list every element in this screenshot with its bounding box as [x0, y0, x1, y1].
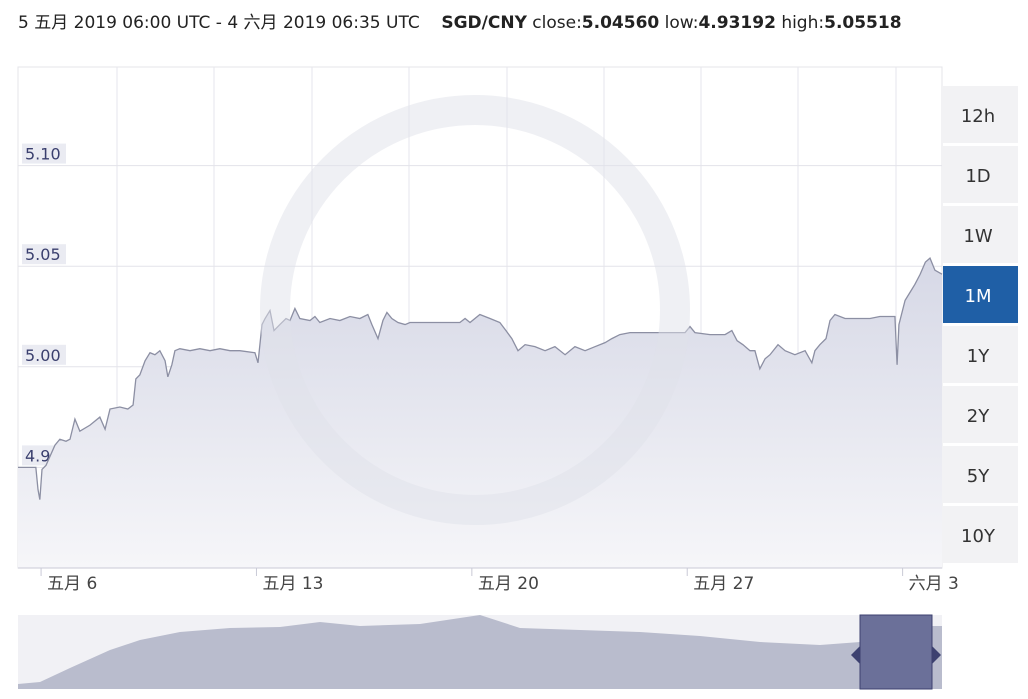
- v-grid: [116, 67, 897, 568]
- x-tick-label: 五月 27: [693, 574, 754, 594]
- range-button[interactable]: [943, 206, 1018, 263]
- x-tick-label: 五月 20: [478, 574, 539, 594]
- high-value: 5.05518: [824, 13, 902, 33]
- x-tick-label: 六月 3: [909, 574, 959, 594]
- range-button-label[interactable]: 1M: [965, 286, 992, 307]
- range-button[interactable]: [943, 386, 1018, 443]
- area: [18, 258, 942, 568]
- range-button[interactable]: [943, 86, 1018, 143]
- range-button[interactable]: [943, 326, 1018, 383]
- x-tick-label: 五月 13: [262, 574, 323, 594]
- low-value: 4.93192: [698, 13, 776, 33]
- range-button-label[interactable]: 1Y: [967, 346, 990, 367]
- close-label: close:: [532, 13, 582, 33]
- range-button[interactable]: [943, 446, 1018, 503]
- watermark: [260, 95, 690, 525]
- pair: SGD/CNY: [441, 13, 527, 33]
- y-label-bg: [22, 244, 66, 265]
- range-button-label[interactable]: 12h: [961, 106, 995, 127]
- low-label: low:: [664, 13, 699, 33]
- range-button-label[interactable]: 1D: [965, 166, 990, 187]
- range-button[interactable]: [943, 146, 1018, 203]
- y-label-bg: [22, 344, 66, 365]
- y-tick-label: 5.00: [25, 346, 61, 365]
- high-label: high:: [781, 13, 825, 33]
- navigator-handle[interactable]: [932, 646, 941, 664]
- navigator-area: [18, 615, 942, 689]
- navigator-handle[interactable]: [851, 646, 860, 664]
- x-tick-label: 五月 6: [47, 574, 97, 594]
- range-button-label[interactable]: 1W: [963, 226, 992, 247]
- range-button[interactable]: [943, 266, 1018, 323]
- range-button-label[interactable]: 10Y: [961, 526, 996, 547]
- y-label-bg: [22, 143, 66, 164]
- date-range: 5 五月 2019 06:00 UTC - 4 六月 2019 06:35 UT…: [18, 13, 420, 33]
- navigator-window[interactable]: [859, 614, 933, 690]
- line: [18, 257, 943, 500]
- header: 5 五月 2019 06:00 UTC - 4 六月 2019 06:35 UT…: [18, 8, 902, 33]
- range-button[interactable]: [943, 506, 1018, 563]
- close-value: 5.04560: [581, 13, 660, 33]
- range-button-label[interactable]: 5Y: [967, 466, 990, 487]
- y-tick-label: 5.05: [25, 245, 61, 264]
- range-button-label[interactable]: 2Y: [967, 406, 990, 427]
- y-tick-label: 5.10: [25, 145, 61, 164]
